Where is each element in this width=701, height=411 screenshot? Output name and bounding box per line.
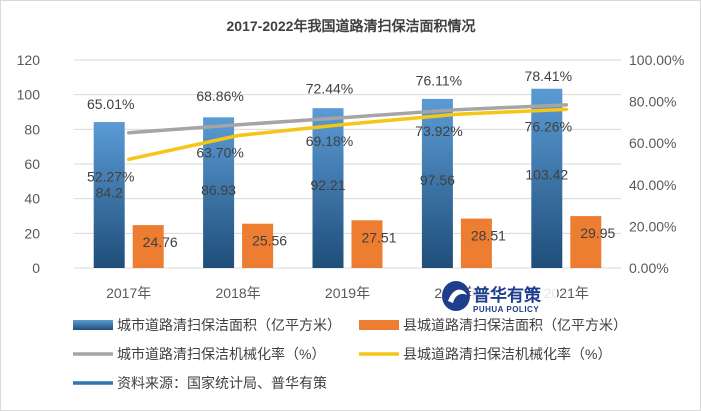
bar-data-label: 103.42	[525, 166, 568, 182]
watermark-en: PUHUA POLICY	[473, 305, 539, 314]
bar	[132, 225, 164, 268]
legend-swatch	[73, 320, 113, 330]
bar-data-label: 29.95	[580, 225, 615, 241]
x-tick: 2019年	[325, 285, 370, 301]
bar-data-label: 27.51	[361, 229, 396, 245]
line-data-label: 72.44%	[306, 80, 353, 96]
legend-label: 城市道路清扫保洁机械化率（%）	[117, 346, 325, 362]
chart-title: 2017-2022年我国道路清扫保洁面积情况	[227, 18, 476, 34]
y-left-tick: 100	[17, 87, 41, 103]
line-data-label: 68.86%	[196, 88, 243, 104]
bar	[460, 218, 492, 268]
y-right-tick: 20.00%	[629, 218, 676, 234]
line-data-label: 76.11%	[416, 73, 462, 89]
data-labels: 84.2 86.93 92.21 97.56 103.42 24.76 25.56 27.51…	[87, 68, 616, 250]
legend-swatch	[359, 320, 399, 330]
bar	[531, 88, 563, 268]
y-right-tick: 0.00%	[629, 260, 669, 276]
line-data-label: 52.27%	[87, 168, 134, 184]
legend-label: 县城道路清扫保洁面积（亿平方米）	[403, 317, 627, 333]
bar	[351, 220, 383, 268]
bar	[570, 216, 602, 268]
line-data-label: 73.92%	[415, 123, 462, 139]
bar	[421, 98, 453, 268]
line-data-label: 65.01%	[87, 96, 134, 112]
bar-data-label: 92.21	[310, 177, 345, 193]
bar-data-label: 28.51	[471, 228, 506, 244]
line-data-label: 69.18%	[306, 133, 353, 149]
y-left-tick: 20	[24, 225, 40, 241]
bar-data-label: 97.56	[420, 172, 455, 188]
series-line	[126, 103, 569, 135]
legend: 城市道路清扫保洁面积（亿平方米） 县城道路清扫保洁面积（亿平方米） 城市道路清扫保洁…	[73, 317, 627, 391]
y-right-tick: 100.00%	[629, 52, 684, 68]
series-line	[126, 107, 569, 162]
watermark-cn: 普华有策	[473, 285, 542, 305]
bar	[312, 108, 344, 268]
legend-label: 县城道路清扫保洁机械化率（%）	[403, 346, 611, 362]
bar-data-label: 24.76	[143, 234, 178, 250]
y-left-tick: 120	[17, 52, 41, 68]
y-left-tick: 0	[32, 260, 40, 276]
legend-label: 城市道路清扫保洁面积（亿平方米）	[117, 317, 341, 333]
bar	[242, 223, 274, 268]
bar-data-label: 84.2	[96, 185, 123, 201]
y-left-tick: 80	[24, 121, 40, 137]
y-right-tick: 80.00%	[629, 94, 676, 110]
bar	[93, 122, 125, 268]
x-tick: 2017年	[106, 285, 151, 301]
source-note: 资料来源：国家统计局、普华有策	[117, 375, 327, 391]
watermark: 普华有策 PUHUA POLICY	[442, 280, 557, 314]
lines	[126, 103, 569, 162]
line-data-label: 63.70%	[196, 145, 243, 161]
x-tick: 2018年	[216, 285, 261, 301]
line-data-label: 76.26%	[525, 118, 572, 134]
y-right-tick: 40.00%	[629, 177, 676, 193]
bar-data-label: 86.93	[201, 182, 236, 198]
bar-data-label: 25.56	[252, 233, 287, 249]
y-left-tick: 40	[24, 191, 40, 207]
watermark-backdrop	[471, 280, 557, 314]
y-left-tick: 60	[24, 156, 40, 172]
line-data-label: 78.41%	[525, 68, 572, 84]
y-right-tick: 60.00%	[629, 135, 676, 151]
watermark-logo-swoosh	[448, 289, 467, 303]
